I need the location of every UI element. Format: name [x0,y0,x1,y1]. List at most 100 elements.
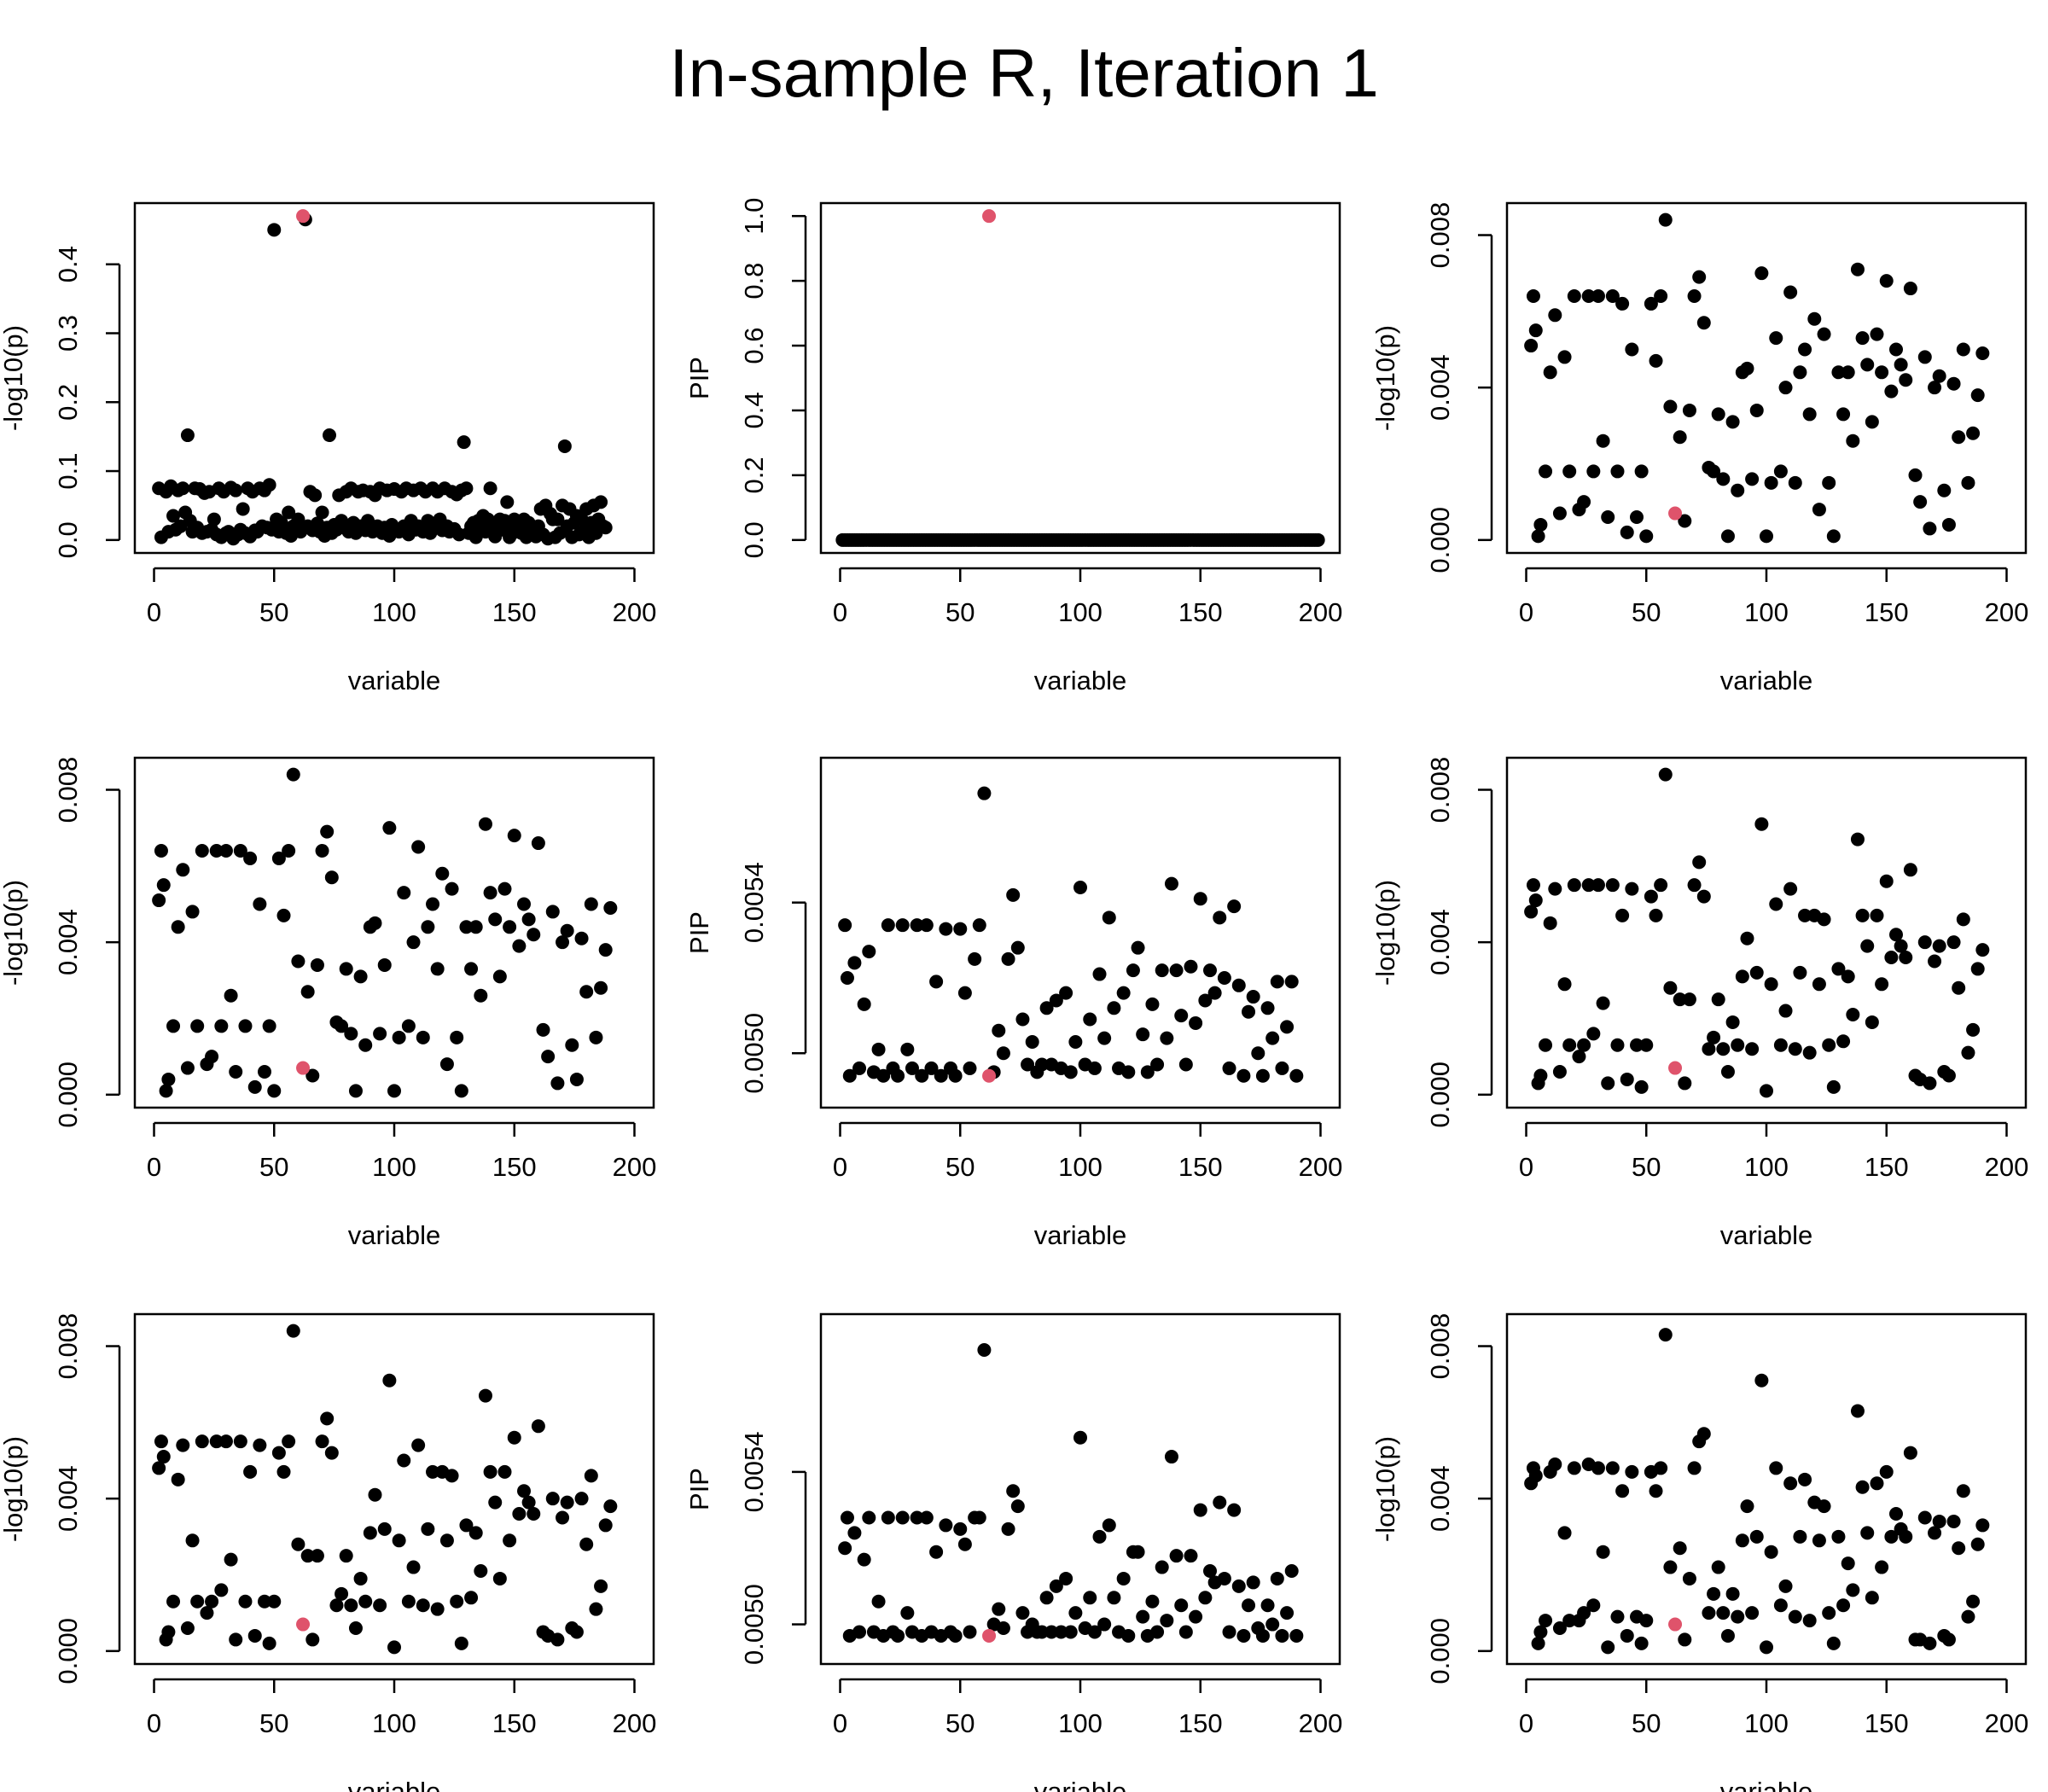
data-point [1937,483,1952,497]
data-point [156,878,171,893]
data-point [1745,1042,1760,1056]
data-point [1961,475,1975,490]
data-point [1543,916,1557,930]
highlight-point [982,1068,997,1083]
data-point [1778,1004,1793,1018]
data-point [1836,1598,1851,1613]
data-point [464,1591,479,1605]
data-point [521,1495,536,1510]
data-point [286,767,300,782]
data-point [154,1434,168,1449]
data-point [1217,970,1231,985]
data-point [300,985,315,999]
data-point [1246,990,1260,1004]
data-point [1562,1614,1577,1628]
data-point [1769,1461,1783,1475]
data-point [1644,889,1658,904]
data-point [243,1464,258,1479]
data-point [1687,1461,1702,1475]
data-point [1720,1065,1735,1079]
data-point [1601,1640,1615,1655]
data-point [267,1084,282,1098]
data-point [1702,1606,1716,1620]
data-point [1860,1526,1875,1540]
data-point [205,1050,219,1064]
data-point [1639,529,1654,544]
data-point [247,1079,262,1094]
data-point [1625,1464,1639,1479]
data-point [521,912,536,927]
data-point [464,962,479,976]
data-point [1692,855,1707,870]
data-point [1788,1609,1802,1624]
data-point [1773,1038,1788,1052]
data-point [1184,1549,1198,1563]
data-point [1764,977,1778,992]
data-point [1526,288,1540,303]
data-point [871,1594,886,1609]
data-point [924,1061,939,1075]
data-point [368,1487,382,1502]
y-axis-label: -log10(p) [0,325,28,431]
x-tick-label: 100 [372,1708,416,1738]
data-point [1203,1564,1217,1579]
data-point [556,1510,570,1525]
data-point [1552,1621,1567,1636]
data-point [1879,1464,1894,1479]
data-point [214,1019,229,1033]
data-point [1716,1042,1731,1056]
data-point [450,1030,464,1044]
data-point [154,843,168,858]
data-point [579,985,594,999]
data-point [421,1521,435,1536]
data-point [1720,529,1735,544]
data-point [1227,1503,1242,1517]
y-tick-label: 0.008 [53,1313,83,1380]
data-point [483,886,497,900]
data-point [1975,943,1990,957]
data-point [1097,1617,1112,1632]
data-point [929,1545,944,1559]
y-tick-label: 0.8 [739,263,769,300]
data-point [1731,1038,1745,1052]
data-point [1116,986,1131,1000]
data-point [1899,1529,1913,1544]
data-point [435,866,450,881]
data-point [1952,1541,1966,1556]
data-point [1649,1484,1663,1498]
x-axis-label: variable [1034,1777,1127,1792]
data-point [1634,1636,1649,1650]
data-point [1826,1636,1841,1650]
data-point [1788,1042,1802,1056]
data-point [1917,935,1932,950]
x-tick-label: 50 [1632,1708,1661,1738]
data-point [895,1510,910,1525]
data-point [1289,1628,1304,1643]
x-tick-label: 0 [1519,1152,1533,1182]
data-point [1802,1614,1817,1628]
data-point [840,1510,854,1525]
data-point [209,843,224,858]
data-point [152,893,166,908]
data-point [953,1521,968,1536]
data-point [478,1388,492,1403]
data-point [1932,939,1946,953]
y-tick-label: 0.000 [53,1062,83,1128]
y-tick-label: 0.1 [53,452,83,489]
data-point [1528,323,1543,338]
data-point [1769,897,1783,911]
data-point [1855,1480,1870,1494]
data-point [963,1061,977,1075]
y-axis-label: -log10(p) [0,880,28,986]
data-point [1841,969,1855,984]
data-point [258,1594,271,1609]
data-point [262,478,276,492]
data-point [1826,1079,1841,1094]
data-point [1591,1461,1605,1475]
data-point [262,1636,276,1650]
data-point [1140,1065,1155,1079]
data-point [1577,495,1591,509]
data-point [1817,327,1831,341]
y-tick-label: 0.0 [739,521,769,558]
